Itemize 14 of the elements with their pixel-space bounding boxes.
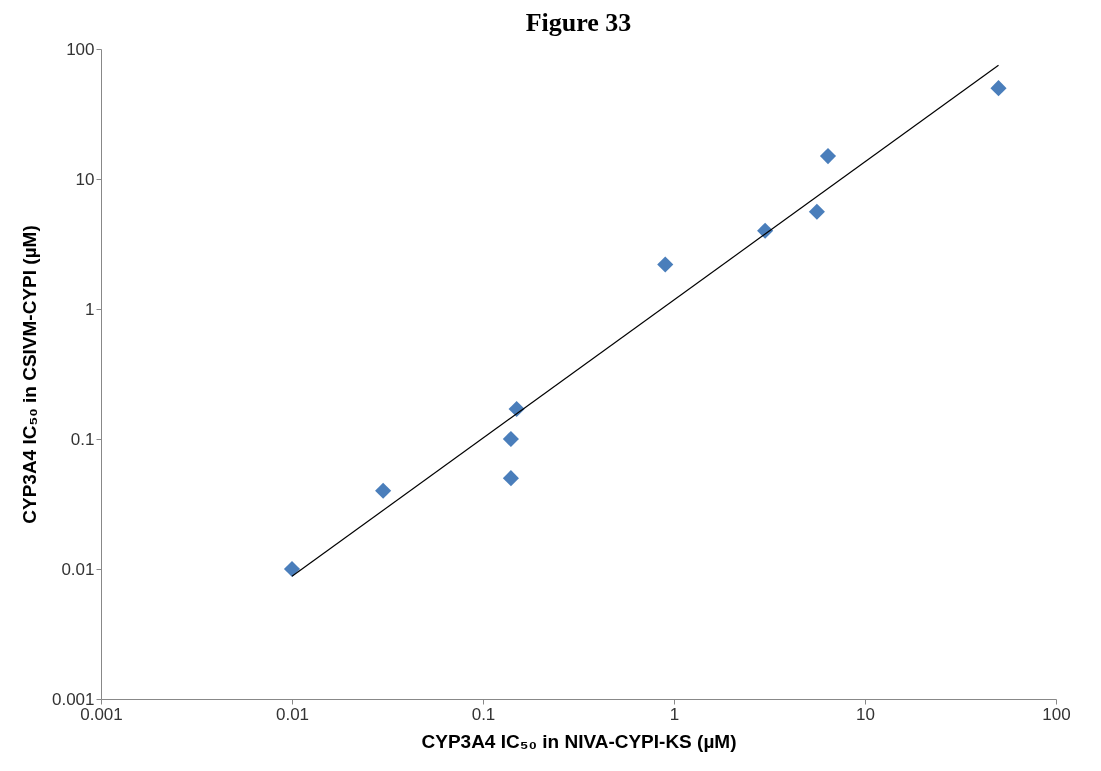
y-tick-label: 10 [75, 169, 95, 189]
y-tick-label: 0.01 [61, 559, 95, 579]
x-tick-label: 1 [669, 704, 680, 724]
y-tick-label: 100 [66, 39, 95, 59]
x-axis-title: CYP3A4 IC₅₀ in NIVA-CYPI-KS (µM) [421, 730, 737, 752]
y-tick-label: 1 [85, 299, 95, 319]
chart-title: Figure 33 [525, 8, 632, 37]
x-tick-label: 10 [856, 704, 875, 724]
y-tick-label: 0.1 [70, 429, 95, 449]
x-tick-label: 0.1 [471, 704, 496, 724]
x-tick-label: 100 [1042, 704, 1071, 724]
y-axis-title: CYP3A4 IC₅₀ in CSIVM-CYPI (µM) [18, 225, 40, 524]
x-tick-label: 0.01 [275, 704, 310, 724]
y-tick-label: 0.001 [51, 689, 95, 709]
